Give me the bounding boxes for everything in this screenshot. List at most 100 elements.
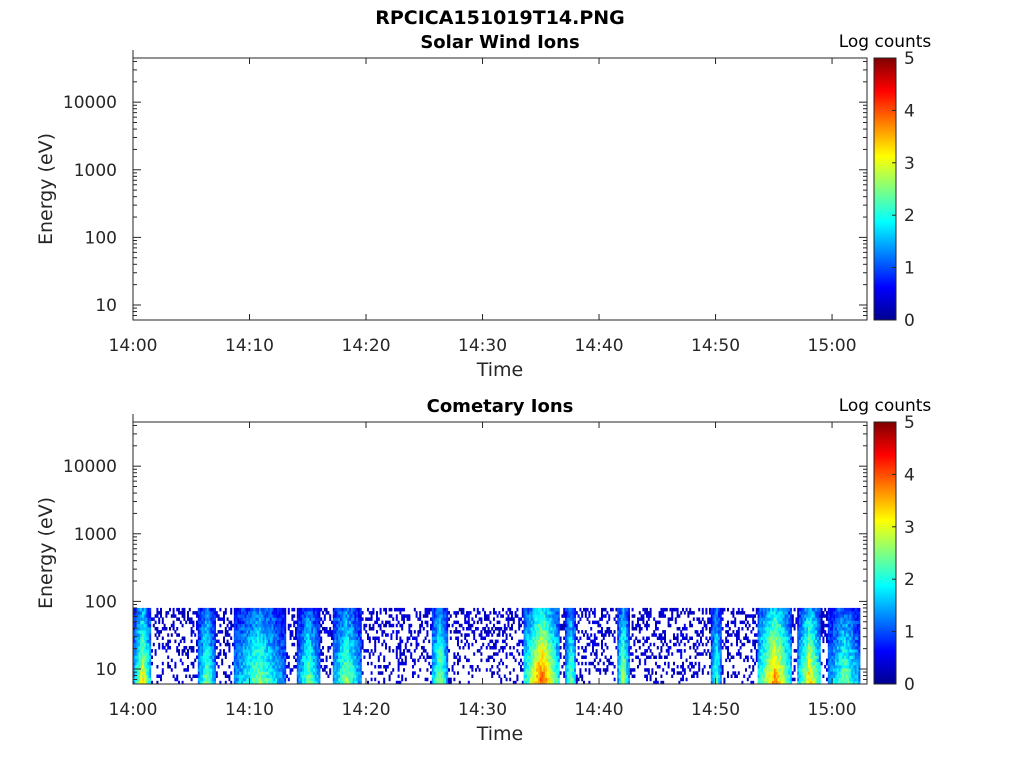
heatmap-cell: [379, 607, 382, 612]
solar-wind-plot-frame: [132, 57, 868, 321]
heatmap-cell: [239, 668, 242, 672]
heatmap-cell: [656, 646, 659, 650]
heatmap-cell: [572, 658, 575, 663]
heatmap-cell: [557, 617, 560, 621]
heatmap-cell: [770, 674, 773, 678]
heatmap-cell: [323, 665, 326, 669]
heatmap-cell: [608, 658, 611, 663]
heatmap-cell: [149, 627, 152, 631]
heatmap-cell: [444, 627, 447, 631]
heatmap-cell: [313, 627, 315, 631]
heatmap-cell: [356, 627, 359, 631]
heatmap-cell: [487, 658, 490, 663]
heatmap-cell: [563, 671, 566, 675]
heatmap-cell: [655, 633, 657, 637]
heatmap-cell: [572, 652, 575, 656]
heatmap-cell: [559, 627, 562, 631]
heatmap-cell: [307, 646, 310, 650]
heatmap-cell: [570, 671, 573, 675]
heatmap-cell: [669, 607, 672, 612]
heatmap-cell: [149, 658, 152, 663]
heatmap-cell: [574, 677, 576, 682]
heatmap-cell: [548, 627, 551, 631]
heatmap-cell: [302, 671, 305, 675]
heatmap-cell: [525, 646, 528, 650]
heatmap-cell: [559, 646, 562, 650]
heatmap-cell: [453, 655, 456, 659]
heatmap-cell: [311, 649, 314, 653]
heatmap-cell: [179, 611, 182, 615]
heatmap-cell: [284, 633, 287, 637]
heatmap-cell: [192, 649, 195, 653]
heatmap-cell: [340, 642, 342, 647]
heatmap-cell: [307, 649, 310, 653]
heatmap-cell: [309, 677, 312, 682]
heatmap-cell: [197, 671, 200, 675]
heatmap-cell: [685, 627, 688, 631]
heatmap-cell: [282, 649, 285, 653]
heatmap-cell: [568, 665, 571, 669]
heatmap-cell: [442, 661, 445, 666]
heatmap-cell: [359, 630, 362, 634]
heatmap-cell: [761, 652, 764, 656]
heatmap-cell: [599, 617, 602, 621]
heatmap-cell: [300, 642, 303, 647]
heatmap-cell: [358, 607, 360, 612]
heatmap-cell: [237, 630, 240, 634]
heatmap-cell: [271, 646, 274, 650]
heatmap-cell: [431, 649, 434, 653]
heatmap-cell: [383, 658, 386, 663]
heatmap-cell: [777, 655, 780, 659]
heatmap-cell: [260, 671, 263, 675]
heatmap-cell: [523, 658, 526, 663]
heatmap-cell: [511, 652, 513, 656]
heatmap-cell: [737, 652, 740, 656]
heatmap-cell: [732, 620, 735, 625]
heatmap-cell: [260, 627, 263, 631]
heatmap-cell: [332, 671, 335, 675]
heatmap-cell: [280, 639, 283, 644]
heatmap-cell: [653, 655, 656, 659]
heatmap-cell: [244, 665, 247, 669]
heatmap-cell: [386, 665, 389, 669]
heatmap-cell: [696, 617, 699, 621]
heatmap-cell: [352, 620, 355, 625]
heatmap-cell: [264, 677, 267, 682]
heatmap-cell: [347, 611, 350, 615]
heatmap-cell: [161, 627, 164, 631]
heatmap-cell: [208, 658, 211, 663]
heatmap-cell: [718, 617, 720, 621]
heatmap-cell: [712, 655, 715, 659]
heatmap-cell: [287, 661, 290, 666]
heatmap-cell: [570, 658, 573, 663]
heatmap-cell: [413, 671, 416, 675]
heatmap-cell: [332, 680, 335, 685]
heatmap-cell: [244, 607, 247, 612]
heatmap-cell: [608, 633, 611, 637]
heatmap-cell: [300, 646, 303, 650]
heatmap-cell: [444, 680, 447, 685]
heatmap-cell: [212, 607, 215, 612]
heatmap-cell: [345, 623, 348, 628]
heatmap-cell: [439, 620, 441, 625]
heatmap-cell: [397, 668, 400, 672]
heatmap-cell: [226, 633, 229, 637]
heatmap-cell: [332, 620, 335, 625]
heatmap-cell: [646, 655, 648, 659]
heatmap-cell: [352, 652, 355, 656]
heatmap-cell: [718, 665, 720, 669]
heatmap-cell: [235, 655, 238, 659]
heatmap-cell: [534, 668, 537, 672]
heatmap-cell: [160, 611, 162, 615]
heatmap-cell: [246, 652, 249, 656]
heatmap-cell: [772, 649, 774, 653]
heatmap-cell: [174, 614, 177, 618]
heatmap-cell: [426, 620, 429, 625]
heatmap-cell: [250, 655, 252, 659]
heatmap-cell: [278, 611, 281, 615]
heatmap-cell: [523, 611, 526, 615]
heatmap-cell: [314, 649, 317, 653]
heatmap-cell: [314, 611, 317, 615]
heatmap-cell: [581, 614, 584, 618]
heatmap-cell: [343, 620, 346, 625]
